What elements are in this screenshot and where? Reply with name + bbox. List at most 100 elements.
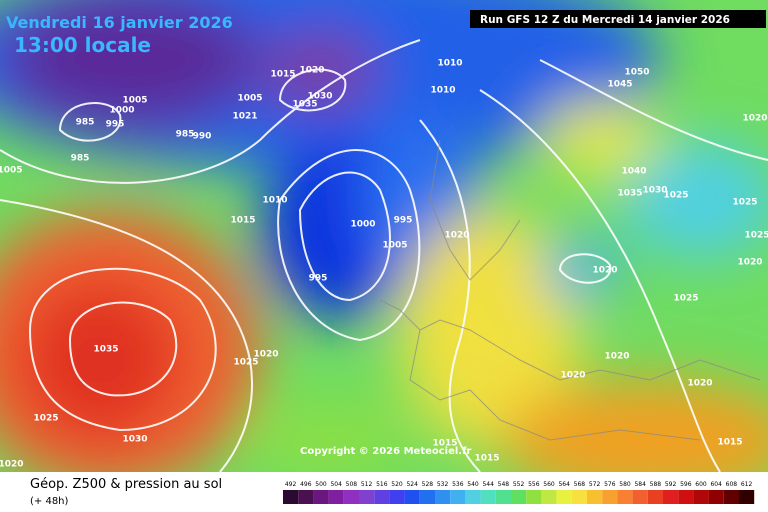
isobar-label: 1020	[592, 266, 617, 276]
isobar-label: 995	[309, 274, 328, 284]
isobar-label: 1005	[122, 96, 147, 106]
legend-swatch	[404, 490, 420, 504]
isobar-label: 1020	[687, 379, 712, 389]
isobar-label: 1025	[744, 231, 768, 241]
isobar-label: 1010	[430, 86, 455, 96]
isobar-label: 1020	[737, 258, 762, 268]
legend-swatch	[571, 490, 587, 504]
legend-value: 536	[452, 481, 464, 488]
isobar-label: 1050	[624, 68, 649, 78]
isobar-label: 1005	[237, 94, 262, 104]
legend-value: 516	[376, 481, 388, 488]
legend-value: 584	[634, 481, 646, 488]
legend-value: 612	[741, 481, 753, 488]
legend-swatch	[541, 490, 557, 504]
isobar-label: 990	[193, 132, 212, 142]
legend-value: 580	[619, 481, 631, 488]
legend-swatch	[647, 490, 663, 504]
isobar-label: 1025	[732, 198, 757, 208]
legend-value: 568	[574, 481, 586, 488]
isobar-label: 1045	[607, 80, 632, 90]
legend-value: 512	[361, 481, 373, 488]
isobar-label: 995	[106, 120, 125, 130]
isobar-label: 1015	[230, 216, 255, 226]
isobar-label: 1015	[474, 454, 499, 464]
map	[0, 0, 768, 472]
isobar-label: 1030	[307, 92, 332, 102]
legend-swatch	[723, 490, 739, 504]
isobar-label: 985	[71, 154, 90, 164]
run-box	[470, 10, 766, 28]
legend-swatch	[602, 490, 618, 504]
legend-swatch	[419, 490, 435, 504]
time: 13:00 locale	[14, 33, 151, 57]
legend-value: 492	[285, 481, 297, 488]
isobar-label: 1021	[232, 112, 257, 122]
legend-swatch	[435, 490, 451, 504]
isobar-label: 1020	[604, 352, 629, 362]
legend-swatch	[465, 490, 481, 504]
isobar-label: 1015	[717, 438, 742, 448]
isobar-label: 1030	[642, 186, 667, 196]
isobar-label: 1020	[560, 371, 585, 381]
legend-value: 500	[315, 481, 327, 488]
legend-swatch	[587, 490, 603, 504]
isobar-label: 1020	[444, 231, 469, 241]
legend-swatch	[632, 490, 648, 504]
date: Vendredi 16 janvier 2026	[6, 13, 233, 32]
legend-swatch	[298, 490, 314, 504]
isobar-label: 1020	[0, 460, 24, 470]
legend-swatch	[526, 490, 542, 504]
isobar-label: 1025	[233, 358, 258, 368]
isobar-label: 1025	[673, 294, 698, 304]
legend-value: 576	[604, 481, 616, 488]
isobar-label: 1015	[432, 439, 457, 449]
legend-swatch	[739, 490, 755, 504]
isobar-label: 1025	[663, 191, 688, 201]
isobar-label: 1020	[742, 114, 767, 124]
legend-value: 496	[300, 481, 312, 488]
legend-swatch	[480, 490, 496, 504]
isobar-label: 1005	[382, 241, 407, 251]
legend-value: 520	[391, 481, 403, 488]
legend-value: 548	[498, 481, 510, 488]
legend-swatch	[617, 490, 633, 504]
footer-lead: (+ 48h)	[30, 496, 69, 507]
legend-swatch	[389, 490, 405, 504]
isobar-label: 1035	[93, 345, 118, 355]
legend-value: 508	[346, 481, 358, 488]
legend-swatch	[450, 490, 466, 504]
legend-swatch	[359, 490, 375, 504]
legend-swatch	[663, 490, 679, 504]
legend-value: 532	[437, 481, 449, 488]
isobar-label: 1010	[437, 59, 462, 69]
isobar-label: 1035	[617, 189, 642, 199]
isobar-label: 995	[394, 216, 413, 226]
footer-title: Géop. Z500 & pression au sol	[30, 477, 222, 492]
legend-value: 604	[710, 481, 722, 488]
legend-value: 564	[558, 481, 570, 488]
legend-swatch	[328, 490, 344, 504]
isobar-label: 1030	[122, 435, 147, 445]
legend-swatch	[678, 490, 694, 504]
copyright: Copyright © 2026 Meteociel.fr	[300, 446, 471, 457]
legend-swatch	[495, 490, 511, 504]
isobar-label: 1025	[33, 414, 58, 424]
legend-swatch	[283, 490, 299, 504]
isobar-label: 1035	[292, 100, 317, 110]
isobar-label: 1010	[262, 196, 287, 206]
legend-value: 608	[726, 481, 738, 488]
isobar-label: 1020	[253, 350, 278, 360]
legend-value: 556	[528, 481, 540, 488]
isobar-label: 1020	[299, 66, 324, 76]
legend-value: 588	[650, 481, 662, 488]
legend-swatch	[693, 490, 709, 504]
isobar-label: 1015	[270, 70, 295, 80]
legend-value: 596	[680, 481, 692, 488]
legend-value: 560	[543, 481, 555, 488]
legend-value: 600	[695, 481, 707, 488]
legend-swatch	[708, 490, 724, 504]
isobar-label: 985	[176, 130, 195, 140]
legend-value: 524	[406, 481, 418, 488]
